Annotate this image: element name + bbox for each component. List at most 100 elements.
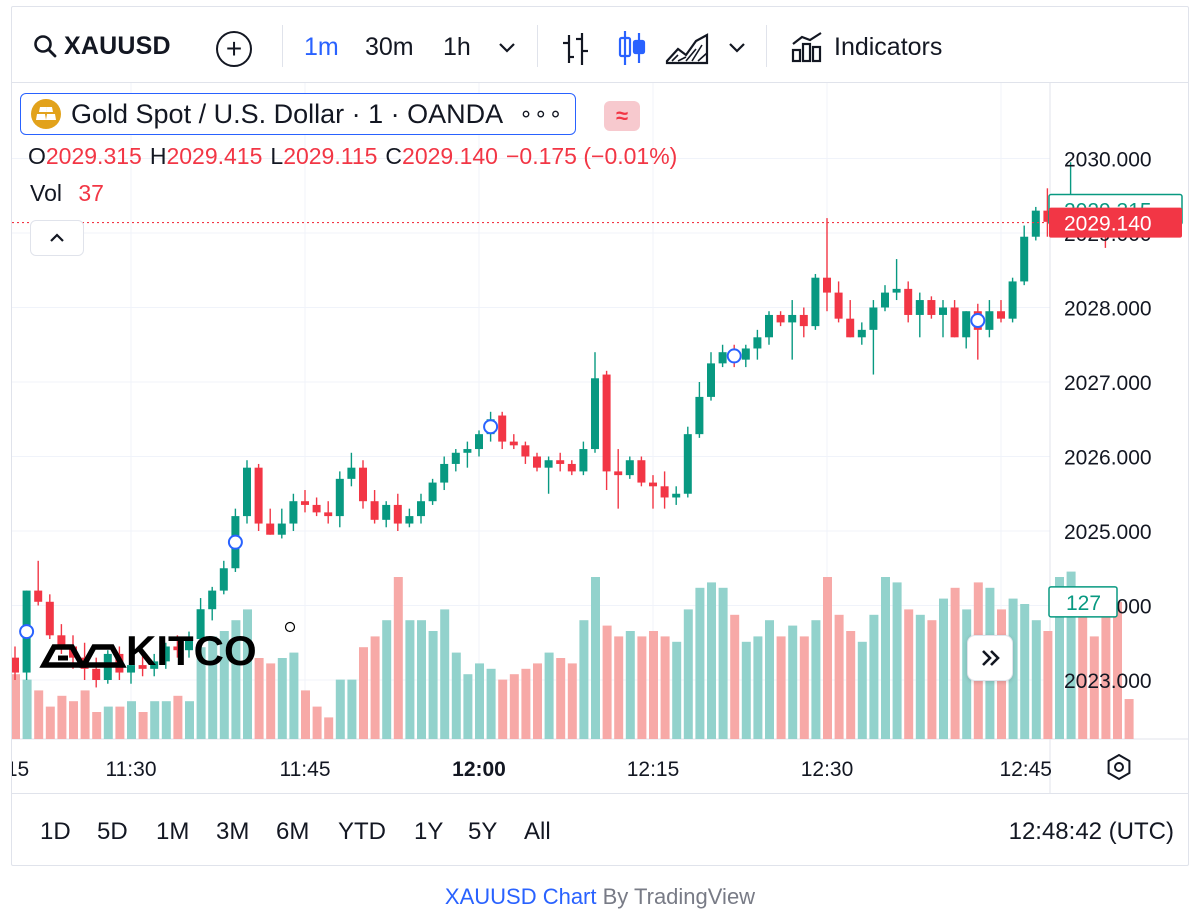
area-chart-style-icon[interactable]: [664, 31, 710, 67]
last-price-badge: [1049, 207, 1182, 238]
candle-body: [173, 646, 182, 651]
kitco-logo: KITCO: [38, 619, 298, 674]
range-all[interactable]: All: [524, 818, 551, 845]
price-axis[interactable]: 2030.0002029.0002028.0002027.0002026.000…: [1048, 149, 1183, 694]
candle-body: [846, 318, 855, 338]
volume-bar: [324, 717, 334, 739]
volume-bar: [962, 609, 972, 739]
candle-body: [1020, 236, 1029, 282]
volume-bar: [69, 701, 78, 739]
price-chart[interactable]: 2030.0002029.0002028.0002027.0002026.000…: [12, 7, 1188, 793]
candle-body: [765, 314, 773, 338]
candle-body: [405, 516, 414, 524]
volume-bar: [927, 620, 937, 739]
bar-chart-style-icon[interactable]: [560, 31, 592, 67]
candle-body: [857, 329, 866, 338]
volume-bar: [115, 706, 125, 739]
time-axis-label: 12:15: [627, 758, 680, 781]
approx-badge[interactable]: ≈: [604, 101, 640, 131]
candle-body: [660, 486, 669, 498]
candle-body: [950, 307, 959, 338]
candle-body: [695, 396, 704, 435]
symbol-search-button[interactable]: XAUUSD: [32, 29, 171, 63]
event-marker: [726, 348, 742, 364]
low-label: L: [270, 143, 284, 169]
open-label: O: [28, 143, 46, 169]
double-chevron-right-icon: [982, 650, 1000, 666]
price-axis-label: 2025.000: [1064, 521, 1152, 544]
ohlc-values: O2029.315 H2029.415 L2029.115 C2029.140 …: [28, 143, 677, 170]
volume-bar: [637, 636, 647, 739]
time-axis-label: 11:30: [106, 758, 157, 781]
candle-body: [185, 639, 193, 651]
indicators-label: Indicators: [834, 32, 943, 61]
volume-legend: Vol 37: [30, 180, 104, 207]
volume-label: Vol: [30, 180, 62, 206]
candle-body: [92, 668, 101, 680]
range-3m[interactable]: 3M: [216, 818, 250, 845]
time-axis-label: 12:30: [801, 758, 854, 781]
range-6m[interactable]: 6M: [276, 818, 310, 845]
range-1m[interactable]: 1M: [156, 818, 190, 845]
volume-bar: [1055, 577, 1064, 739]
volume-bar: [463, 674, 473, 739]
interval-1h[interactable]: 1h: [443, 33, 471, 61]
volume-bar: [950, 587, 960, 739]
low-value: 2029.115: [283, 143, 378, 169]
candle-body: [614, 471, 623, 476]
toolbar-divider: [282, 25, 283, 67]
candle-body: [567, 463, 576, 472]
candle-body: [382, 504, 391, 520]
legend-symbol-title[interactable]: Gold Spot / U.S. Dollar · 1 · OANDA ∘∘∘: [20, 93, 577, 135]
candle-body: [34, 590, 43, 602]
legend-title: Gold Spot / U.S. Dollar · 1 · OANDA: [71, 98, 504, 129]
utc-clock[interactable]: 12:48:42 (UTC): [1008, 818, 1174, 845]
interval-1m[interactable]: 1m: [304, 33, 339, 61]
volume-bar: [12, 674, 20, 739]
legend-collapse-button[interactable]: [30, 220, 84, 256]
indicators-button[interactable]: Indicators: [790, 29, 942, 65]
chevron-down-icon[interactable]: [496, 41, 518, 55]
volume-bar: [649, 631, 658, 739]
candle-body: [440, 463, 449, 483]
chart-link[interactable]: XAUUSD Chart: [444, 884, 597, 909]
toolbar-divider: [537, 25, 538, 67]
open-value: 2029.315: [45, 143, 142, 169]
range-ytd[interactable]: YTD: [338, 818, 386, 845]
candle-body: [1031, 210, 1040, 237]
volume-bar: [92, 712, 102, 739]
compare-add-button[interactable]: +: [216, 31, 252, 67]
volume-bar: [231, 620, 241, 739]
candle-body: [359, 467, 367, 502]
volume-bar: [509, 674, 519, 739]
volume-bar: [857, 641, 867, 739]
volume-bar: [127, 701, 136, 739]
chevron-down-icon[interactable]: [726, 41, 748, 55]
more-icon[interactable]: ∘∘∘: [519, 101, 564, 126]
range-1y[interactable]: 1Y: [414, 818, 444, 845]
volume-bar: [823, 577, 832, 739]
volume-bar: [289, 652, 299, 739]
volume-bar: [904, 609, 914, 739]
scroll-to-realtime-button[interactable]: [967, 635, 1013, 681]
candle-body: [741, 348, 750, 360]
volume-bar: [405, 620, 415, 739]
volume-bar: [730, 614, 740, 739]
volume-bar: [498, 679, 508, 739]
settings-icon[interactable]: [1107, 753, 1131, 781]
volume-bar: [103, 706, 113, 739]
volume-bar: [161, 701, 171, 739]
time-axis-label: 12:00: [452, 758, 506, 781]
volume-bar: [486, 668, 496, 739]
time-axis[interactable]: :15 11:30 11:45 12:00 12:15 12:30 12:45: [12, 758, 1052, 781]
candle-body: [939, 307, 947, 315]
range-5d[interactable]: 5D: [97, 818, 128, 845]
volume-bar: [173, 695, 183, 739]
candles-style-icon[interactable]: [616, 29, 648, 67]
candle-body: [579, 449, 588, 472]
volume-badge: [1048, 586, 1118, 618]
range-5y[interactable]: 5Y: [468, 818, 498, 845]
range-1d[interactable]: 1D: [40, 818, 71, 845]
volume-bar: [602, 625, 612, 739]
interval-30m[interactable]: 30m: [365, 33, 414, 61]
